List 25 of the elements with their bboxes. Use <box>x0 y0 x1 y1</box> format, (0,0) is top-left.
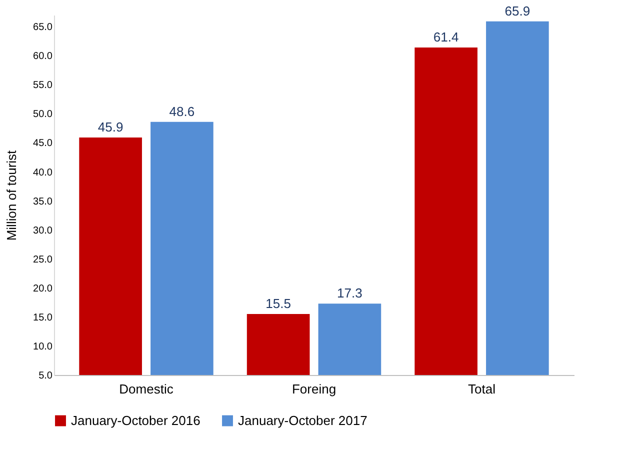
y-tick-label: 10.0 <box>33 341 53 352</box>
y-tick-label: 20.0 <box>33 283 53 294</box>
y-tick-label: 25.0 <box>33 254 53 266</box>
y-tick-label: 60.0 <box>33 51 53 62</box>
x-tick-label: Domestic <box>119 382 174 396</box>
x-tick-label: Foreing <box>292 382 336 396</box>
y-tick-label: 65.0 <box>33 22 53 34</box>
legend-label: January-October 2016 <box>71 412 200 428</box>
data-label: 45.9 <box>98 120 124 135</box>
data-label: 61.4 <box>433 30 459 45</box>
y-tick-label: 45.0 <box>33 138 53 150</box>
y-tick-label: 40.0 <box>33 167 53 178</box>
data-label: 17.3 <box>337 286 362 301</box>
x-tick-label: Total <box>468 382 496 396</box>
y-tick-label: 35.0 <box>33 196 53 208</box>
y-axis-title: Million of tourist <box>4 150 20 241</box>
data-label: 48.6 <box>169 104 195 119</box>
data-label: 15.5 <box>266 296 291 312</box>
y-tick-label: 50.0 <box>33 109 53 120</box>
data-label: 65.9 <box>504 3 530 18</box>
y-tick-label: 5.0 <box>38 370 53 382</box>
legend-label: January-October 2017 <box>238 412 368 428</box>
y-tick-label: 30.0 <box>33 225 53 236</box>
y-tick-label: 55.0 <box>33 80 53 92</box>
y-tick-label: 15.0 <box>33 312 53 324</box>
